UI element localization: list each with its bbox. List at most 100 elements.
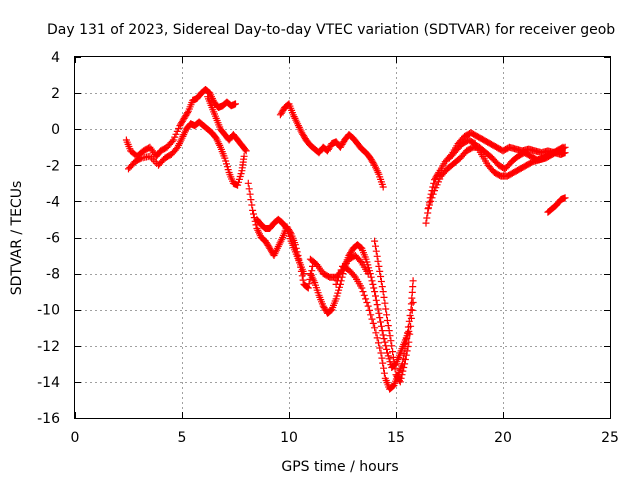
data-point	[375, 262, 383, 270]
data-point	[359, 288, 367, 296]
data-point	[357, 257, 364, 265]
data-point	[326, 307, 334, 315]
data-point	[250, 210, 257, 218]
data-point	[429, 183, 437, 191]
data-point	[377, 349, 385, 357]
data-point	[374, 305, 382, 313]
data-point	[299, 276, 307, 284]
data-point	[244, 179, 252, 187]
data-point	[372, 292, 379, 300]
y-tick-label: -4	[46, 194, 60, 210]
data-point	[366, 270, 374, 278]
data-point	[378, 283, 386, 291]
data-point	[369, 280, 377, 288]
data-point	[376, 267, 384, 275]
data-point	[378, 354, 386, 362]
data-point	[401, 360, 409, 368]
data-point	[372, 329, 380, 337]
data-point	[386, 332, 394, 340]
data-point	[399, 367, 407, 375]
data-point	[402, 351, 410, 359]
data-point	[381, 299, 389, 307]
data-point	[246, 190, 254, 198]
data-point	[406, 330, 414, 338]
data-point	[560, 144, 568, 152]
data-point	[372, 247, 380, 255]
y-tick-label: -6	[46, 231, 60, 247]
data-point	[422, 219, 430, 227]
data-point	[380, 364, 388, 372]
data-point	[168, 138, 176, 145]
data-point	[381, 338, 389, 346]
x-tick-label: 15	[387, 430, 405, 446]
data-point	[409, 277, 417, 285]
x-tick-label: 25	[601, 430, 619, 446]
data-point	[379, 359, 387, 367]
data-point	[282, 223, 290, 231]
data-point	[389, 348, 397, 356]
x-axis-title: GPS time / hours	[281, 459, 398, 475]
data-point	[408, 306, 416, 314]
data-point	[358, 284, 366, 292]
data-point	[300, 270, 308, 278]
x-tick-label: 10	[280, 430, 298, 446]
y-tick-label: -12	[37, 339, 60, 355]
y-tick-label: 0	[51, 122, 60, 138]
data-point	[366, 306, 373, 314]
data-point	[245, 185, 253, 193]
data-point	[371, 288, 379, 296]
data-point	[373, 334, 381, 342]
data-point	[377, 318, 385, 326]
data-point	[397, 374, 405, 382]
data-point	[367, 273, 375, 281]
data-point	[377, 273, 385, 280]
data-point	[369, 319, 377, 327]
data-point	[374, 257, 382, 265]
data-point	[407, 322, 415, 330]
data-point	[375, 339, 382, 347]
data-point	[428, 194, 436, 202]
data-point	[372, 296, 380, 304]
data-point	[372, 242, 379, 250]
data-point	[376, 314, 384, 322]
data-point	[388, 342, 396, 350]
data-point	[303, 283, 311, 291]
data-point	[405, 338, 413, 346]
data-point	[377, 278, 385, 285]
data-point	[383, 311, 391, 319]
data-point	[362, 295, 370, 303]
data-point	[375, 309, 383, 317]
data-point	[373, 252, 381, 260]
data-point	[409, 299, 417, 306]
data-point	[360, 291, 368, 299]
data-point	[391, 365, 399, 373]
data-point	[363, 299, 371, 306]
data-point	[423, 214, 431, 222]
data-point	[430, 179, 438, 187]
data-point	[385, 327, 393, 335]
data-point	[383, 317, 391, 324]
data-point	[370, 284, 378, 292]
data-point	[333, 277, 341, 285]
data-point	[242, 147, 250, 155]
data-point	[332, 280, 340, 288]
y-tick-label: -2	[46, 158, 60, 174]
data-point	[248, 201, 256, 209]
data-point	[249, 206, 257, 214]
x-tick-label: 0	[71, 430, 80, 446]
data-point	[383, 345, 391, 353]
y-tick-label: -14	[37, 375, 60, 391]
data-point	[376, 344, 384, 352]
data-point	[380, 369, 388, 377]
data-point	[396, 378, 404, 386]
data-point	[390, 359, 398, 367]
data-point	[336, 270, 344, 278]
data-point	[387, 337, 395, 345]
y-tick-label: -8	[46, 267, 60, 283]
data-point	[305, 280, 313, 288]
y-tick-label: 4	[51, 50, 60, 66]
data-point	[382, 305, 390, 313]
data-point	[427, 197, 435, 205]
data-point	[378, 327, 386, 335]
